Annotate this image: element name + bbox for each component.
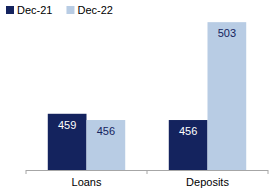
data-label: 503 (218, 27, 236, 39)
chart: 459 456 456 503 Loans Deposits Dec-21 Dec-22 (0, 0, 270, 193)
x-tick-label: Deposits (186, 176, 229, 188)
bar (208, 22, 247, 170)
legend-item: Dec-21 (6, 4, 52, 16)
bar (87, 120, 126, 170)
x-tick: Deposits (186, 170, 229, 188)
data-label: 456 (97, 125, 115, 137)
data-label: 456 (179, 125, 197, 137)
bar (48, 114, 87, 170)
legend-label: Dec-22 (77, 4, 112, 16)
data-labels: 459 456 456 503 (58, 27, 236, 137)
legend-item: Dec-22 (66, 4, 112, 16)
legend-label: Dec-21 (17, 4, 52, 16)
legend-swatch (6, 6, 14, 14)
bars (48, 22, 246, 170)
x-axis: Loans Deposits (26, 170, 268, 188)
legend: Dec-21 Dec-22 (6, 4, 113, 16)
separator-tick (147, 170, 148, 174)
x-tick-label: Loans (72, 176, 102, 188)
x-tick: Loans (72, 170, 102, 188)
separator-tick (268, 170, 269, 174)
legend-swatch (66, 6, 74, 14)
bar (169, 120, 208, 170)
separator-tick (26, 170, 27, 174)
data-label: 459 (58, 119, 76, 131)
